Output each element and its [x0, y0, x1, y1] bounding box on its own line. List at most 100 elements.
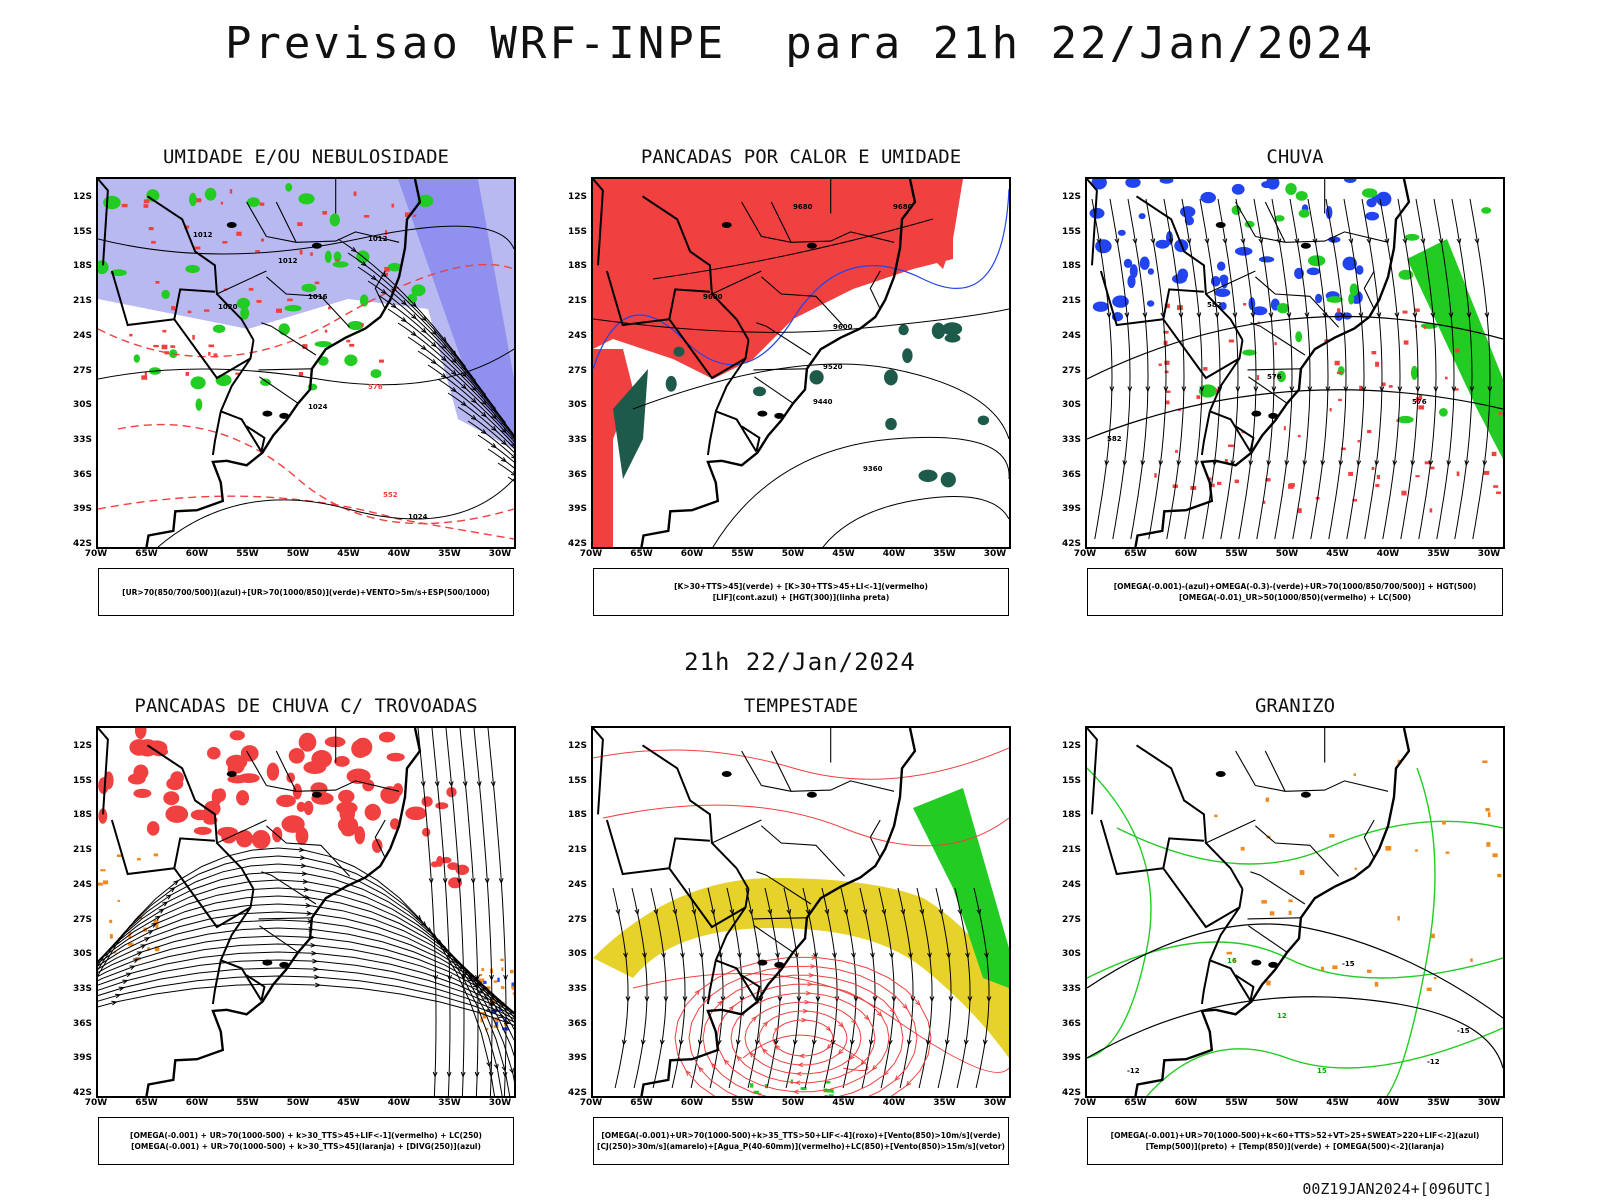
- arrowhead: [440, 373, 448, 379]
- country-border: [605, 819, 670, 876]
- omega-ascent-patch: [1112, 295, 1129, 308]
- arrowhead: [1178, 312, 1184, 319]
- arrowhead: [642, 952, 647, 959]
- country-border: [246, 425, 266, 452]
- omega-500-dot: [1288, 910, 1292, 915]
- rain-points-dot: [1234, 479, 1239, 484]
- arrowhead: [441, 945, 448, 952]
- rain-points-dot: [1203, 367, 1208, 371]
- arrowhead: [710, 1062, 717, 1069]
- arrowhead: [615, 909, 621, 916]
- country-border: [593, 728, 604, 815]
- rain-points-dot: [1158, 363, 1162, 366]
- arrowhead: [851, 952, 856, 959]
- thunderstorm-area-patch: [303, 800, 314, 816]
- humidity-low-levels-patch: [329, 213, 340, 227]
- moderate-area-dot: [510, 969, 514, 974]
- humidity-low-levels: [98, 183, 434, 411]
- arrowhead: [111, 1000, 118, 1006]
- arrowhead: [1168, 238, 1174, 245]
- omega-500-dot: [1426, 987, 1432, 992]
- arrowhead: [154, 915, 162, 921]
- thunderstorm-area-patch: [288, 748, 305, 764]
- contour-label: 9680: [893, 203, 913, 211]
- arrowhead: [634, 909, 640, 916]
- rain-points-dot: [298, 372, 304, 377]
- legend-line: [OMEGA(-0.01)_UR>50(1000/850)(vermelho) …: [1178, 593, 1412, 602]
- state-border: [1363, 819, 1375, 859]
- arrowhead: [420, 781, 426, 788]
- arrowhead: [1392, 460, 1398, 467]
- omega-500-dot: [1445, 851, 1450, 854]
- precipitable-water-line: [602, 804, 1009, 847]
- omega-ascent-patch: [1219, 302, 1227, 310]
- thunderstorm-area-patch: [303, 761, 327, 774]
- arrowhead: [434, 781, 440, 788]
- arrowhead: [1181, 386, 1187, 393]
- arrowhead: [1456, 238, 1462, 245]
- stable-moist-area-patch: [885, 417, 897, 431]
- omega-500-dot: [1269, 911, 1275, 916]
- arrowhead: [938, 909, 944, 916]
- streamline: [916, 887, 933, 1089]
- contour-label: -12: [1427, 1058, 1440, 1066]
- wind-850-dot: [824, 1095, 828, 1096]
- arrowhead: [801, 1017, 808, 1023]
- moderate-area-dot: [484, 986, 491, 990]
- country-border: [1235, 974, 1255, 1001]
- rain-points-dot: [1288, 484, 1294, 489]
- coastline: [145, 728, 422, 1096]
- wind-850-dot: [826, 1089, 833, 1093]
- lat-label: 42S: [72, 1088, 92, 1098]
- arrowhead: [777, 996, 783, 1003]
- state-border: [1235, 201, 1256, 237]
- strong-ascent-patch: [1274, 215, 1285, 222]
- country-border: [714, 888, 750, 961]
- thunderstorm-area-patch: [133, 788, 152, 798]
- moderate-area-dot: [493, 1025, 499, 1028]
- rain-points-dot: [1483, 470, 1490, 475]
- coastline-and-borders: [593, 179, 917, 547]
- arrowhead: [1186, 238, 1192, 245]
- arrowhead: [1250, 312, 1256, 319]
- streamline: [98, 887, 514, 1042]
- arrowhead: [1320, 460, 1326, 467]
- arrowhead: [1240, 238, 1246, 245]
- temp-850-line: [1386, 767, 1436, 1096]
- lat-label: 36S: [567, 1018, 587, 1029]
- arrowhead: [410, 331, 418, 337]
- lon-label: 55W: [731, 1098, 754, 1108]
- arrowhead: [870, 952, 875, 959]
- state-border: [753, 917, 807, 920]
- rain-points-dot: [236, 231, 242, 236]
- arrowhead: [640, 1039, 646, 1046]
- arrowhead: [1253, 386, 1259, 393]
- arrowhead: [889, 952, 894, 959]
- rain-points-dot: [363, 215, 370, 218]
- lon-label: 40W: [882, 549, 906, 559]
- country-border: [1099, 819, 1164, 876]
- arrowhead: [1271, 386, 1277, 393]
- humidity-low-levels-patch: [185, 264, 200, 274]
- streamline: [431, 728, 451, 1096]
- lon-label: 45W: [337, 1098, 360, 1108]
- country-border: [706, 411, 717, 456]
- rain-points-dot: [1403, 340, 1409, 345]
- lon-label: 65W: [135, 549, 158, 559]
- arrowhead: [491, 413, 497, 420]
- arrowhead: [948, 996, 954, 1003]
- arrowhead: [802, 1008, 809, 1014]
- streamline: [98, 943, 514, 1014]
- lat-label: 42S: [567, 539, 587, 549]
- arrowhead: [1356, 460, 1362, 467]
- streamline: [473, 728, 493, 1096]
- rain-points-dot: [1424, 461, 1431, 465]
- state-border: [1264, 201, 1286, 243]
- panel-5-title: TEMPESTADE: [743, 695, 859, 717]
- state-border: [259, 376, 299, 404]
- omega-ascent-patch: [1184, 216, 1194, 226]
- state-border: [1255, 780, 1389, 792]
- streamline: [674, 956, 932, 1096]
- map-canvas: [593, 728, 1009, 1096]
- rain-points-dot: [1243, 303, 1247, 306]
